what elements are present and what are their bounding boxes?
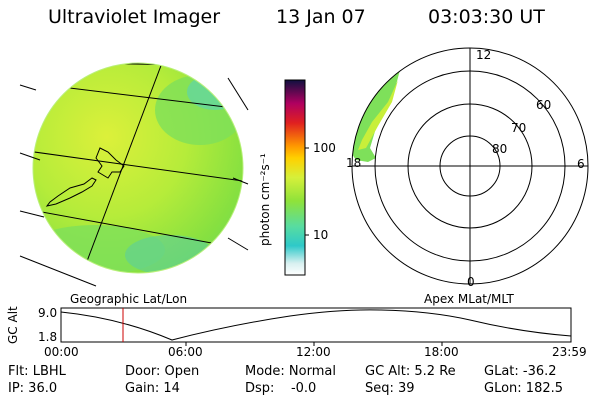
date-label: 13 Jan 07 (276, 6, 366, 28)
glon-status: GLon: 182.5 (484, 381, 564, 396)
alt-xtick-1800: 18:00 (424, 345, 459, 359)
mode-status: Mode: Normal (245, 364, 336, 379)
altitude-curve (60, 309, 572, 341)
alt-xtick-2359: 23:59 (552, 345, 587, 359)
mlt-label-0: 0 (467, 275, 475, 289)
left-panel-caption: Geographic Lat/Lon (70, 292, 188, 306)
auroral-image-patch (352, 70, 400, 162)
colorbar-tick-100: 100 (313, 141, 336, 155)
seq-status: Seq: 39 (365, 381, 415, 396)
dsp-status: Dsp: -0.0 (245, 381, 317, 396)
alt-ytick-9: 9.0 (38, 306, 58, 320)
nz-coastline (45, 147, 125, 207)
mlt-label-18: 18 (346, 156, 362, 170)
time-label: 03:03:30 UT (428, 6, 545, 28)
mlat-label-80: 80 (492, 142, 508, 156)
alt-xtick-1200: 12:00 (296, 345, 331, 359)
colorbar (284, 79, 309, 276)
gain-status: Gain: 14 (125, 381, 180, 396)
mlat-label-60: 60 (536, 98, 552, 112)
gc-alt-status: GC Alt: 5.2 Re (365, 364, 456, 379)
door-status: Door: Open (125, 364, 200, 379)
alt-ylabel: GC Alt (6, 306, 20, 344)
mlt-label-12: 12 (476, 48, 492, 62)
alt-xtick-0000: 00:00 (44, 345, 79, 359)
colorbar-unit-label: photon cm⁻²s⁻¹ (258, 153, 272, 246)
right-panel-caption: Apex MLat/MLT (424, 292, 514, 306)
alt-ytick-1-8: 1.8 (38, 330, 58, 344)
glat-status: GLat: -36.2 (484, 364, 557, 379)
flt-status: Flt: LBHL (8, 364, 66, 379)
colorbar-tick-10: 10 (313, 228, 329, 242)
altitude-plot (60, 307, 572, 346)
mlat-label-70: 70 (511, 121, 527, 135)
app-title: Ultraviolet Imager (48, 6, 221, 28)
alt-xtick-0600: 06:00 (168, 345, 203, 359)
earth-disk (33, 63, 243, 273)
mlt-label-6: 6 (577, 157, 585, 171)
ip-status: IP: 36.0 (8, 381, 58, 396)
